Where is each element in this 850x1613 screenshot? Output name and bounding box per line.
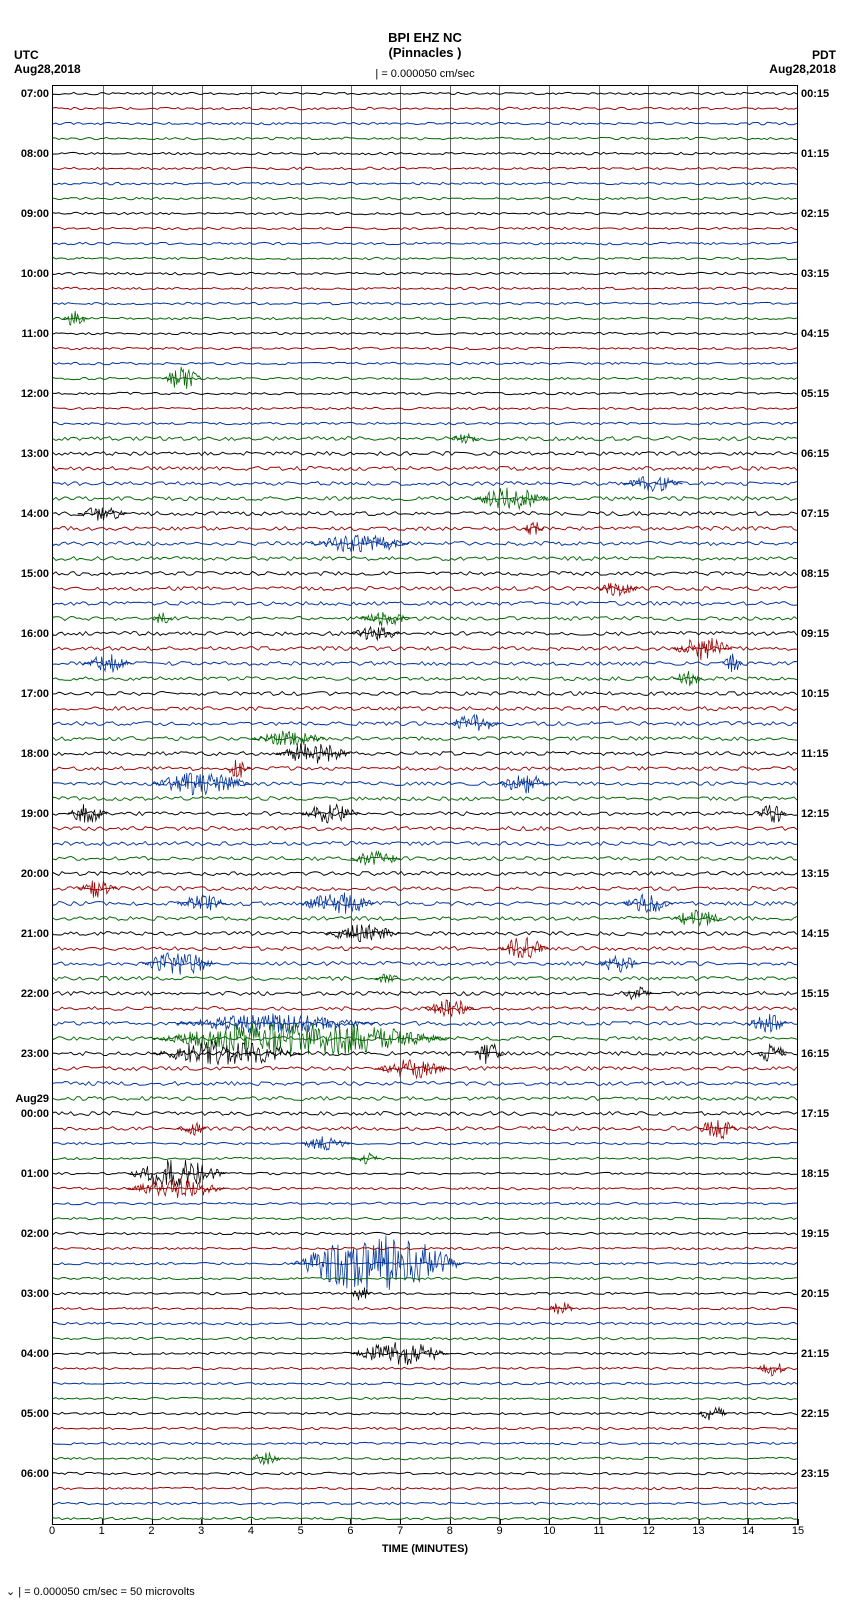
time-label-utc: 12:00 bbox=[21, 388, 53, 400]
x-tick: 8 bbox=[447, 1525, 453, 1537]
time-label-pdt: 19:15 bbox=[797, 1228, 829, 1240]
station-id: BPI EHZ NC bbox=[0, 30, 850, 45]
time-label-pdt: 18:15 bbox=[797, 1168, 829, 1180]
time-label-pdt: 12:15 bbox=[797, 808, 829, 820]
time-label-utc: 04:00 bbox=[21, 1348, 53, 1360]
time-label-pdt: 03:15 bbox=[797, 268, 829, 280]
footer-scale: ⌄ | = 0.000050 cm/sec = 50 microvolts bbox=[0, 1565, 850, 1608]
time-label-utc: 20:00 bbox=[21, 868, 53, 880]
x-axis-label: TIME (MINUTES) bbox=[52, 1525, 798, 1555]
time-label-utc: 05:00 bbox=[21, 1408, 53, 1420]
time-label-pdt: 16:15 bbox=[797, 1048, 829, 1060]
x-tick: 5 bbox=[298, 1525, 304, 1537]
x-tick: 1 bbox=[99, 1525, 105, 1537]
time-label-utc: 09:00 bbox=[21, 208, 53, 220]
time-label-pdt: 06:15 bbox=[797, 448, 829, 460]
tz-right-label: PDT bbox=[769, 48, 836, 62]
time-label-utc: 22:00 bbox=[21, 988, 53, 1000]
x-tick: 6 bbox=[347, 1525, 353, 1537]
time-label-utc: 00:00 bbox=[21, 1108, 53, 1120]
time-label-pdt: 20:15 bbox=[797, 1288, 829, 1300]
time-label-pdt: 00:15 bbox=[797, 88, 829, 100]
time-label-utc: 14:00 bbox=[21, 508, 53, 520]
time-label-pdt: 05:15 bbox=[797, 388, 829, 400]
time-label-pdt: 21:15 bbox=[797, 1348, 829, 1360]
station-name: (Pinnacles ) bbox=[0, 45, 850, 60]
time-label-pdt: 01:15 bbox=[797, 148, 829, 160]
time-label-pdt: 10:15 bbox=[797, 688, 829, 700]
time-label-utc: Aug29 bbox=[15, 1093, 53, 1105]
footer-text: = 0.000050 cm/sec = 50 microvolts bbox=[24, 1586, 195, 1598]
x-tick: 7 bbox=[397, 1525, 403, 1537]
x-tick: 4 bbox=[248, 1525, 254, 1537]
time-label-utc: 10:00 bbox=[21, 268, 53, 280]
header: BPI EHZ NC (Pinnacles ) | = 0.000050 cm/… bbox=[0, 0, 850, 80]
time-label-utc: 16:00 bbox=[21, 628, 53, 640]
seismogram-chart: 07:0008:0009:0010:0011:0012:0013:0014:00… bbox=[52, 85, 798, 1525]
time-label-pdt: 17:15 bbox=[797, 1108, 829, 1120]
plot-area: 07:0008:0009:0010:0011:0012:0013:0014:00… bbox=[52, 85, 798, 1525]
time-label-pdt: 08:15 bbox=[797, 568, 829, 580]
x-tick: 11 bbox=[593, 1525, 604, 1537]
time-label-utc: 07:00 bbox=[21, 88, 53, 100]
time-label-pdt: 13:15 bbox=[797, 868, 829, 880]
time-label-utc: 11:00 bbox=[21, 328, 53, 340]
time-label-pdt: 23:15 bbox=[797, 1468, 829, 1480]
time-label-utc: 13:00 bbox=[21, 448, 53, 460]
x-axis: TIME (MINUTES) 0123456789101112131415 bbox=[52, 1525, 798, 1565]
footer-prefix: ⌄ | bbox=[6, 1586, 21, 1598]
x-tick: 10 bbox=[543, 1525, 555, 1537]
time-label-utc: 23:00 bbox=[21, 1048, 53, 1060]
x-tick: 0 bbox=[49, 1525, 55, 1537]
x-tick: 3 bbox=[198, 1525, 204, 1537]
trace-row bbox=[53, 1511, 797, 1526]
time-label-utc: 06:00 bbox=[21, 1468, 53, 1480]
time-label-pdt: 14:15 bbox=[797, 928, 829, 940]
time-label-utc: 02:00 bbox=[21, 1228, 53, 1240]
x-tick: 9 bbox=[497, 1525, 503, 1537]
tz-left-label: UTC bbox=[14, 48, 81, 62]
time-label-pdt: 07:15 bbox=[797, 508, 829, 520]
x-tick: 2 bbox=[148, 1525, 154, 1537]
time-label-pdt: 22:15 bbox=[797, 1408, 829, 1420]
x-tick: 15 bbox=[792, 1525, 804, 1537]
time-label-utc: 08:00 bbox=[21, 148, 53, 160]
x-tick: 13 bbox=[692, 1525, 704, 1537]
x-tick: 12 bbox=[643, 1525, 655, 1537]
time-label-utc: 18:00 bbox=[21, 748, 53, 760]
time-label-pdt: 09:15 bbox=[797, 628, 829, 640]
time-label-utc: 15:00 bbox=[21, 568, 53, 580]
time-label-utc: 17:00 bbox=[21, 688, 53, 700]
time-label-pdt: 04:15 bbox=[797, 328, 829, 340]
time-label-pdt: 11:15 bbox=[797, 748, 829, 760]
time-label-pdt: 15:15 bbox=[797, 988, 829, 1000]
x-tick: 14 bbox=[742, 1525, 754, 1537]
time-label-utc: 01:00 bbox=[21, 1168, 53, 1180]
time-label-utc: 03:00 bbox=[21, 1288, 53, 1300]
time-label-utc: 19:00 bbox=[21, 808, 53, 820]
time-label-utc: 21:00 bbox=[21, 928, 53, 940]
time-label-pdt: 02:15 bbox=[797, 208, 829, 220]
